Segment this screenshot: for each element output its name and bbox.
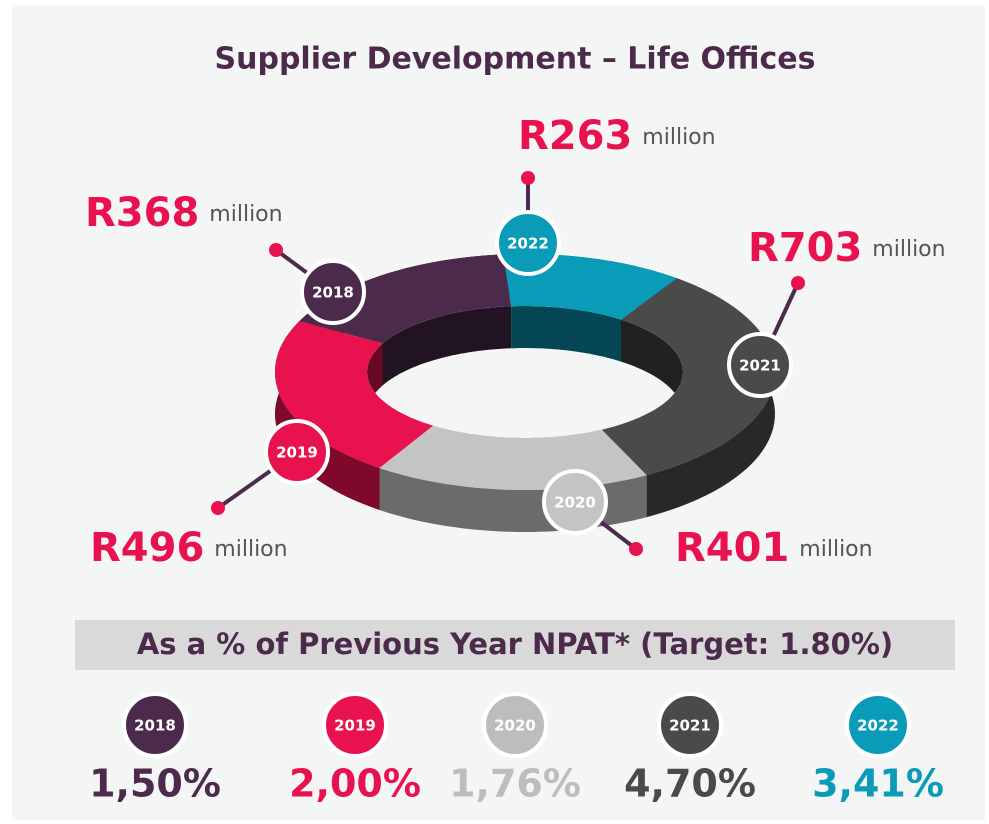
year-badge bbox=[542, 469, 608, 535]
year-badge bbox=[122, 692, 188, 758]
value-label: R496 bbox=[90, 525, 204, 571]
npat-value: 1,50% bbox=[89, 762, 221, 806]
leader-dot bbox=[269, 243, 283, 257]
value-callout: R368 million bbox=[85, 190, 283, 236]
slice bbox=[601, 278, 775, 476]
year-badge bbox=[727, 332, 793, 398]
leader-dot bbox=[211, 501, 225, 515]
npat-band bbox=[75, 620, 955, 670]
value-label: R703 bbox=[748, 225, 862, 271]
year-label: 2020 bbox=[494, 717, 536, 735]
year-label: 2018 bbox=[134, 717, 176, 735]
year-badge bbox=[322, 692, 388, 758]
unit-label: million bbox=[214, 537, 287, 562]
slice bbox=[299, 254, 512, 344]
unit-label: million bbox=[799, 537, 872, 562]
year-label: 2020 bbox=[554, 494, 596, 512]
chart-title: Supplier Development – Life Offices bbox=[215, 42, 816, 77]
panel bbox=[12, 5, 985, 820]
year-label: 2019 bbox=[276, 444, 318, 462]
value-label: R368 bbox=[85, 190, 199, 236]
unit-label: million bbox=[872, 237, 945, 262]
npat-title: As a % of Previous Year NPAT* (Target: 1… bbox=[137, 627, 893, 661]
year-badge bbox=[264, 419, 330, 485]
year-badge bbox=[482, 692, 548, 758]
value-callout: R703 million bbox=[748, 225, 946, 271]
year-label: 2021 bbox=[739, 357, 781, 375]
year-badge bbox=[300, 259, 366, 325]
slice bbox=[503, 254, 677, 320]
leader-dot bbox=[629, 542, 643, 556]
value-label: R401 bbox=[675, 525, 789, 571]
slice-inner-shade bbox=[382, 306, 512, 386]
value-callout: R263 million bbox=[518, 113, 716, 159]
year-badge bbox=[845, 692, 911, 758]
year-label: 2021 bbox=[669, 717, 711, 735]
value-callout: R496 million bbox=[90, 525, 288, 571]
npat-value: 2,00% bbox=[289, 762, 421, 806]
value-callout: R401 million bbox=[675, 525, 873, 571]
year-label: 2022 bbox=[507, 235, 549, 253]
leader-dot bbox=[521, 171, 535, 185]
npat-value: 3,41% bbox=[812, 762, 944, 806]
value-label: R263 bbox=[518, 113, 632, 159]
year-label: 2022 bbox=[857, 717, 899, 735]
npat-value: 4,70% bbox=[624, 762, 756, 806]
year-label: 2019 bbox=[334, 717, 376, 735]
leader-dot bbox=[791, 276, 805, 290]
year-badge bbox=[495, 210, 561, 276]
unit-label: million bbox=[642, 125, 715, 150]
year-label: 2018 bbox=[312, 284, 354, 302]
npat-value: 1,76% bbox=[449, 762, 581, 806]
year-badge bbox=[657, 692, 723, 758]
slice-inner-shade bbox=[511, 306, 621, 362]
unit-label: million bbox=[209, 202, 282, 227]
